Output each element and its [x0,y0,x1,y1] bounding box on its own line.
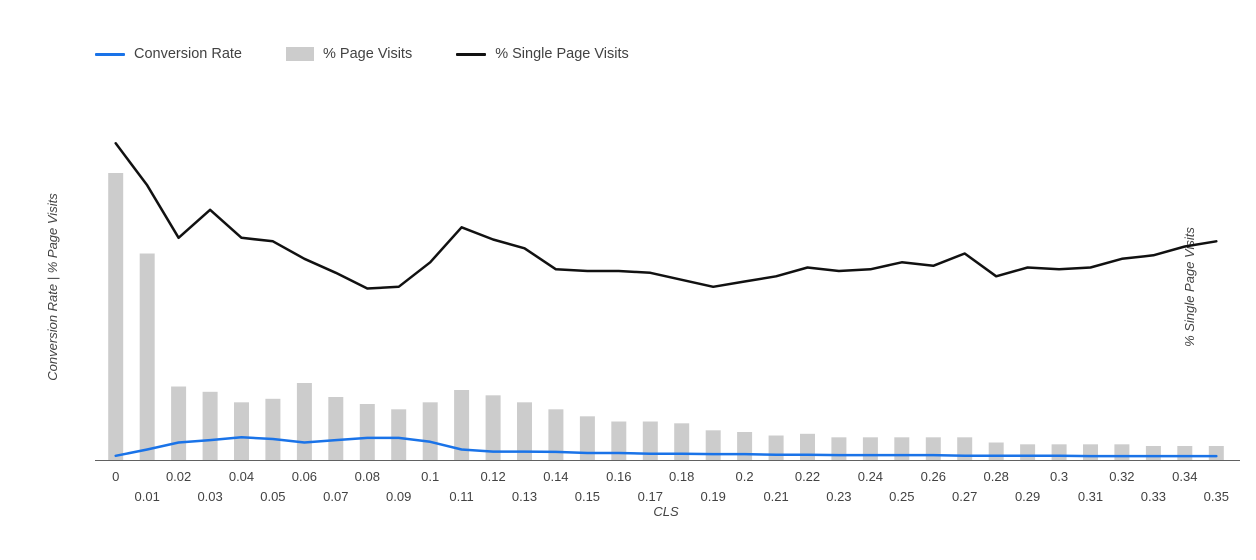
bar-page-visits[interactable] [737,432,753,460]
bar-page-visits[interactable] [1083,444,1098,461]
bar-page-visits[interactable] [862,437,878,461]
bar-page-visits[interactable] [925,437,941,461]
bar-page-visits[interactable] [831,437,847,461]
bar-page-visits[interactable] [454,390,470,460]
bar-page-visits[interactable] [642,421,658,461]
x-tick-label: 0.06 [292,469,317,484]
bar-page-visits[interactable] [579,416,595,461]
bar-page-visits[interactable] [674,423,690,461]
bar-page-visits[interactable] [422,402,438,461]
line-swatch-icon [95,52,125,56]
x-tick-label: 0.14 [543,469,568,484]
bar-page-visits[interactable] [296,383,312,460]
x-tick-label: 0.1 [421,469,439,484]
x-tick-label: 0.16 [606,469,631,484]
bar-page-visits[interactable] [1020,444,1036,461]
bar-page-visits[interactable] [705,430,721,461]
bar-page-visits[interactable] [1208,446,1224,460]
x-tick-label: 0.19 [701,489,726,504]
legend-label: % Page Visits [323,46,413,62]
x-tick-label: 0.01 [135,489,160,504]
y-axis-right-label: % Single Page Visits [1182,227,1197,347]
bar-page-visits[interactable] [328,397,344,460]
bar-page-visits[interactable] [171,386,187,461]
x-tick-label: 0.09 [386,489,411,504]
x-tick-label: 0.05 [260,489,285,504]
x-tick-label: 0.28 [984,469,1009,484]
x-tick-label: 0.12 [480,469,505,484]
x-tick-label: 0.17 [638,489,663,504]
bar-page-visits[interactable] [988,442,1004,461]
x-tick-label: 0.2 [736,469,754,484]
bar-page-visits[interactable] [800,433,815,461]
legend-label: % Single Page Visits [495,46,629,62]
bar-page-visits[interactable] [391,409,407,461]
x-tick-label: 0.3 [1050,469,1068,484]
bar-page-visits[interactable] [108,173,124,460]
x-tick-label: 0.32 [1109,469,1134,484]
bar-page-visits[interactable] [548,409,564,461]
x-tick-label: 0.33 [1141,489,1166,504]
bar-page-visits[interactable] [1145,446,1161,460]
legend-item-page-visits[interactable]: % Page Visits [286,46,412,62]
legend-label: Conversion Rate [134,46,242,62]
x-tick-label: 0.22 [795,469,820,484]
x-tick-label: 0.23 [826,489,851,504]
bar-page-visits[interactable] [894,437,910,461]
x-tick-label: 0.11 [449,489,473,504]
legend-item-single-page-visits[interactable]: % Single Page Visits [456,46,629,62]
x-tick-label: 0.03 [197,489,222,504]
x-tick-label: 0.34 [1172,469,1197,484]
bar-page-visits[interactable] [265,398,281,461]
bar-page-visits[interactable] [768,435,784,461]
bar-page-visits[interactable] [1114,444,1130,461]
x-tick-label: 0.29 [1015,489,1040,504]
x-tick-label: 0.15 [575,489,600,504]
x-tick-label: 0.07 [323,489,348,504]
bar-page-visits[interactable] [611,421,627,461]
x-tick-label: 0.13 [512,489,537,504]
bar-page-visits[interactable] [359,404,375,460]
bar-page-visits[interactable] [957,437,973,461]
x-tick-label: 0.24 [858,469,883,484]
x-tick-label: 0 [112,469,119,484]
x-tick-label: 0.31 [1078,489,1103,504]
bar-page-visits[interactable] [517,402,532,461]
x-tick-label: 0.27 [952,489,977,504]
bar-page-visits[interactable] [1051,444,1067,461]
x-tick-label: 0.21 [763,489,788,504]
bar-swatch-icon [286,47,314,61]
bar-page-visits[interactable] [485,395,501,461]
legend-item-conversion-rate[interactable]: Conversion Rate [95,46,242,62]
bar-page-visits[interactable] [202,391,218,461]
x-tick-label: 0.18 [669,469,694,484]
x-axis-label: CLS [653,504,679,519]
line--single-page-visits[interactable] [114,142,1218,290]
x-tick-label: 0.04 [229,469,254,484]
line-conversion-rate[interactable] [114,436,1218,458]
x-tick-label: 0.08 [355,469,380,484]
chart-legend: Conversion Rate % Page Visits % Single P… [95,46,629,62]
bar-page-visits[interactable] [139,253,155,461]
x-tick-label: 0.02 [166,469,191,484]
x-tick-label: 0.25 [889,489,914,504]
x-tick-label: 0.35 [1204,489,1229,504]
line-swatch-icon [456,52,487,56]
bar-page-visits[interactable] [1177,446,1193,460]
x-tick-label: 0.26 [921,469,946,484]
y-axis-left-label: Conversion Rate | % Page Visits [45,193,60,381]
bar-page-visits[interactable] [234,402,249,461]
